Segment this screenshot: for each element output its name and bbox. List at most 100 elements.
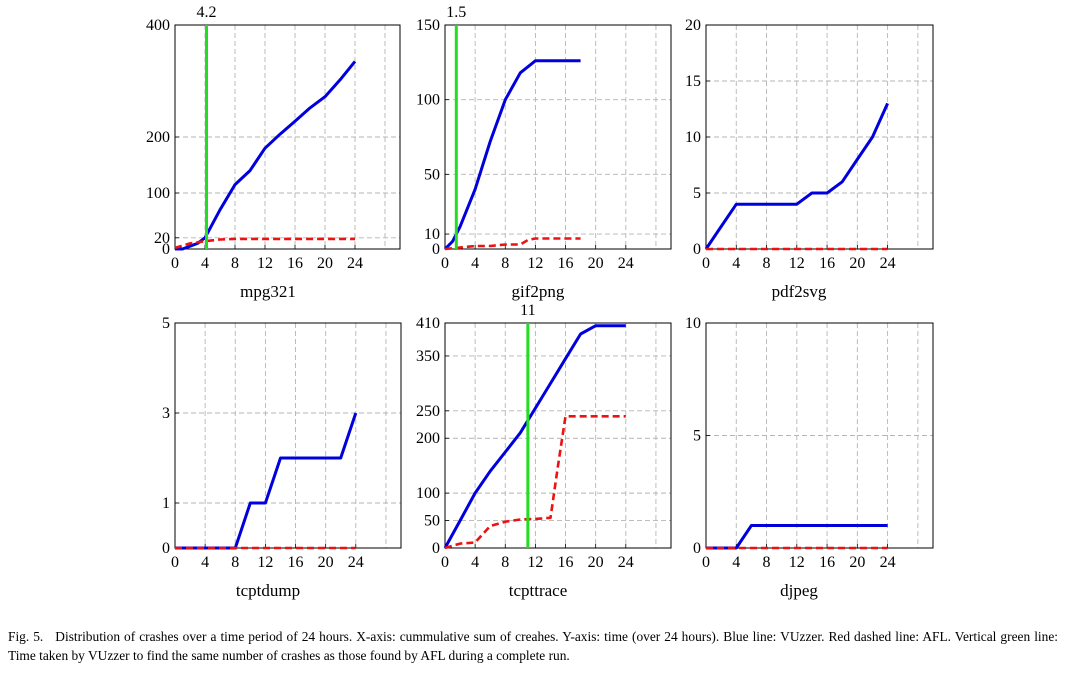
- y-tick-label: 10: [685, 129, 701, 146]
- y-tick-label: 350: [416, 348, 440, 365]
- y-tick-label: 5: [693, 428, 701, 445]
- x-tick-label: 0: [441, 554, 449, 571]
- vuzzer-series-line: [704, 102, 889, 250]
- chart-title: djpeg: [780, 581, 818, 600]
- y-tick-label: 200: [416, 430, 440, 447]
- y-tick-label: 3: [162, 405, 170, 422]
- afl-series-line: [444, 237, 581, 251]
- vuzzer-series-line: [175, 60, 357, 251]
- x-tick-label: 4: [732, 255, 740, 272]
- x-tick-label: 12: [789, 255, 805, 272]
- x-tick-label: 20: [849, 255, 865, 272]
- x-tick-label: 24: [618, 554, 634, 571]
- y-tick-label: 5: [162, 315, 170, 332]
- x-tick-label: 8: [231, 554, 239, 571]
- y-tick-label: 20: [154, 230, 170, 247]
- y-tick-label: 10: [424, 226, 440, 243]
- chart-title: tcpttrace: [509, 581, 568, 600]
- x-tick-label: 20: [588, 554, 604, 571]
- vuzzer-series-line: [706, 524, 888, 550]
- chart-panel-tcptdump: 0 4 8 12 16 20 24 0 1 3 5 tcptdump: [162, 315, 402, 600]
- x-tick-label: 16: [819, 554, 835, 571]
- vuzzer-series-line: [443, 59, 581, 251]
- x-tick-label: 8: [231, 255, 239, 272]
- x-tick-label: 4: [471, 554, 479, 571]
- x-tick-label: 0: [171, 554, 179, 571]
- chart-title: gif2png: [512, 282, 565, 301]
- chart-panel-pdf2svg: 0 4 8 12 16 20 24 0 5 10 15 20 pdf2svg: [685, 17, 934, 301]
- y-tick-label: 50: [424, 166, 440, 183]
- x-tick-label: 8: [763, 255, 771, 272]
- x-tick-label: 20: [588, 255, 604, 272]
- marker-label: 11: [520, 302, 535, 319]
- x-tick-label: 4: [201, 554, 209, 571]
- vuzzer-series-line: [443, 324, 626, 549]
- y-tick-label: 20: [685, 17, 701, 34]
- x-tick-label: 8: [763, 554, 771, 571]
- x-tick-label: 16: [558, 554, 574, 571]
- y-tick-label: 100: [416, 485, 440, 502]
- figure-caption: Fig. 5. Distribution of crashes over a ti…: [8, 627, 1058, 665]
- x-tick-label: 24: [618, 255, 634, 272]
- y-tick-label: 0: [432, 540, 440, 557]
- x-tick-label: 24: [348, 554, 364, 571]
- x-tick-label: 16: [819, 255, 835, 272]
- y-tick-label: 410: [416, 315, 440, 332]
- y-tick-label: 50: [424, 513, 440, 530]
- marker-label: 4.2: [197, 4, 217, 21]
- y-tick-label: 0: [162, 241, 170, 258]
- y-tick-label: 5: [693, 185, 701, 202]
- y-tick-label: 0: [693, 241, 701, 258]
- chart-title: mpg321: [240, 282, 296, 301]
- y-tick-label: 1: [162, 495, 170, 512]
- x-tick-label: 12: [257, 554, 273, 571]
- marker-label: 1.5: [446, 4, 466, 21]
- y-tick-label: 100: [416, 92, 440, 109]
- y-tick-label: 10: [685, 315, 701, 332]
- chart-panel-tcpttrace: 0 4 8 12 16 20 24 0 50 100 200 250 350 410 11 tcpttrace: [416, 302, 672, 600]
- y-tick-label: 0: [432, 241, 440, 258]
- x-tick-label: 16: [287, 255, 303, 272]
- x-tick-label: 8: [501, 554, 509, 571]
- x-tick-label: 12: [527, 255, 543, 272]
- x-tick-label: 20: [849, 554, 865, 571]
- caption-label: Fig. 5.: [8, 629, 44, 644]
- x-tick-label: 16: [558, 255, 574, 272]
- x-tick-label: 12: [527, 554, 543, 571]
- x-tick-label: 20: [318, 554, 334, 571]
- x-tick-label: 24: [880, 255, 896, 272]
- x-tick-label: 16: [288, 554, 304, 571]
- x-tick-label: 4: [471, 255, 479, 272]
- caption-text: Distribution of crashes over a time peri…: [8, 629, 1058, 663]
- x-tick-label: 0: [702, 554, 710, 571]
- x-tick-label: 4: [201, 255, 209, 272]
- x-tick-label: 0: [441, 255, 449, 272]
- chart-title: pdf2svg: [772, 282, 827, 301]
- x-tick-label: 0: [171, 255, 179, 272]
- x-tick-label: 4: [732, 554, 740, 571]
- x-tick-label: 0: [702, 255, 710, 272]
- chart-title: tcptdump: [236, 581, 300, 600]
- afl-series-line: [444, 414, 626, 550]
- x-tick-label: 24: [880, 554, 896, 571]
- y-tick-label: 0: [162, 540, 170, 557]
- y-tick-label: 200: [146, 129, 170, 146]
- x-tick-label: 8: [501, 255, 509, 272]
- x-tick-label: 12: [257, 255, 273, 272]
- plot-frame: [174, 322, 402, 549]
- chart-panel-djpeg: 0 4 8 12 16 20 24 0 5 10 djpeg: [685, 315, 934, 600]
- plot-frame: [444, 322, 672, 549]
- afl-series-line: [174, 237, 355, 250]
- y-tick-label: 15: [685, 73, 701, 90]
- y-tick-label: 250: [416, 403, 440, 420]
- y-tick-label: 100: [146, 185, 170, 202]
- vuzzer-series-line: [175, 412, 358, 550]
- plot-frame: [444, 24, 672, 250]
- y-tick-label: 400: [146, 17, 170, 34]
- chart-panel-gif2png: 0 4 8 12 16 20 24 010 50 100 150 1.5 gif2png: [416, 4, 672, 301]
- x-tick-label: 24: [347, 255, 363, 272]
- x-tick-label: 20: [317, 255, 333, 272]
- y-tick-label: 0: [693, 540, 701, 557]
